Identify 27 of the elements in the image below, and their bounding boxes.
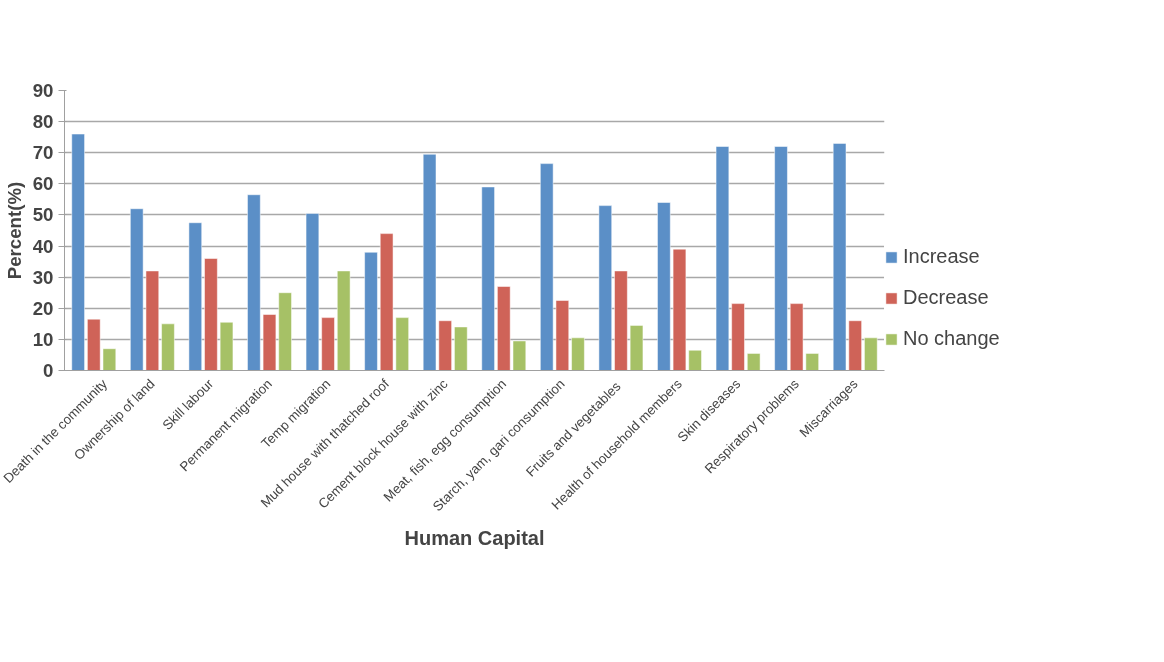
y-tick-label: 20	[32, 297, 54, 319]
y-tick-label: 40	[32, 235, 54, 257]
y-tick-label: 60	[32, 173, 54, 195]
bar	[774, 146, 788, 371]
bar	[454, 326, 468, 371]
bar	[864, 337, 878, 371]
bar	[364, 252, 378, 371]
y-tick-label: 30	[32, 266, 54, 288]
x-axis-title: Human Capital	[404, 527, 545, 550]
y-tick-label: 50	[32, 204, 54, 226]
bar	[481, 186, 495, 371]
bar	[161, 323, 175, 371]
bar	[598, 205, 612, 371]
bar	[71, 133, 85, 371]
y-tick-label: 10	[32, 328, 54, 350]
bar	[188, 222, 202, 371]
legend-label: Decrease	[903, 286, 989, 309]
bar	[337, 270, 351, 371]
legend-label: No change	[903, 327, 1000, 350]
y-tick-label: 90	[32, 80, 54, 101]
legend-label: Increase	[903, 245, 980, 268]
y-tick-label: 0	[43, 360, 54, 381]
y-tick-label: 70	[32, 142, 54, 164]
y-tick-label: 80	[32, 111, 54, 133]
y-axis-title: Percent(%)	[3, 181, 25, 280]
bar	[571, 337, 585, 371]
bar	[747, 353, 761, 371]
